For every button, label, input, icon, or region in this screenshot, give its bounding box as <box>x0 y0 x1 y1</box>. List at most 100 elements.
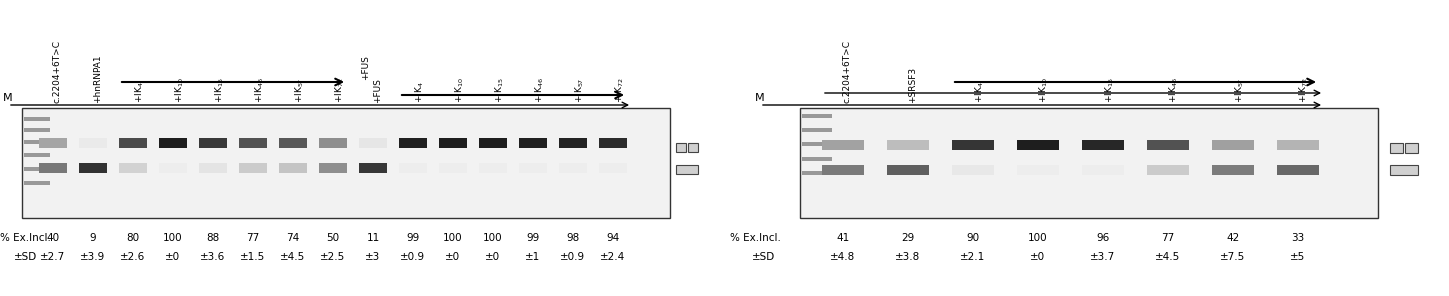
Bar <box>359 163 387 173</box>
Bar <box>559 138 587 148</box>
Bar <box>119 138 146 148</box>
Bar <box>887 140 929 150</box>
Text: 96: 96 <box>1097 233 1110 243</box>
Bar <box>25 128 51 132</box>
Text: +IK$_{72}$: +IK$_{72}$ <box>1298 77 1310 103</box>
Bar <box>398 163 427 173</box>
Bar <box>801 114 832 118</box>
Text: ±2.5: ±2.5 <box>320 252 346 262</box>
Bar <box>688 143 698 152</box>
Text: 99: 99 <box>406 233 420 243</box>
Text: +IK$_{15}$: +IK$_{15}$ <box>213 77 226 103</box>
Text: ±3.7: ±3.7 <box>1091 252 1116 262</box>
Bar <box>519 163 548 173</box>
Bar <box>519 138 548 148</box>
Bar <box>801 171 832 175</box>
Text: 50: 50 <box>326 233 339 243</box>
Text: +IK$_{72}$: +IK$_{72}$ <box>333 77 345 103</box>
Bar <box>25 167 51 171</box>
Bar <box>199 163 227 173</box>
Text: M: M <box>3 93 13 103</box>
Text: 41: 41 <box>836 233 849 243</box>
Bar <box>319 163 346 173</box>
Bar <box>598 138 627 148</box>
Text: ±2.6: ±2.6 <box>120 252 146 262</box>
Bar <box>239 138 267 148</box>
Text: 80: 80 <box>126 233 139 243</box>
Text: 29: 29 <box>901 233 914 243</box>
Bar <box>22 108 669 218</box>
Text: +IK$_{57}$: +IK$_{57}$ <box>1233 78 1246 103</box>
Bar <box>801 142 832 146</box>
Text: +SRSF3: +SRSF3 <box>909 67 917 103</box>
Bar <box>439 138 467 148</box>
Bar <box>559 163 587 173</box>
Text: +IK$_{15}$: +IK$_{15}$ <box>493 77 506 103</box>
Text: 94: 94 <box>606 233 620 243</box>
Text: 100: 100 <box>443 233 462 243</box>
Text: +IK$_{10}$: +IK$_{10}$ <box>454 77 465 103</box>
Text: 77: 77 <box>1162 233 1175 243</box>
Text: 88: 88 <box>206 233 220 243</box>
Bar <box>1017 140 1059 150</box>
Bar <box>1148 140 1190 150</box>
Bar <box>1277 165 1319 175</box>
Bar <box>39 138 67 148</box>
Text: ±SD: ±SD <box>14 252 38 262</box>
Bar <box>480 163 507 173</box>
Bar <box>80 138 107 148</box>
Text: ±3.9: ±3.9 <box>80 252 106 262</box>
Bar <box>1148 165 1190 175</box>
Text: +IK$_{4}$: +IK$_{4}$ <box>133 81 145 103</box>
Text: ±5: ±5 <box>1291 252 1306 262</box>
Text: ±4.5: ±4.5 <box>280 252 306 262</box>
Bar <box>1390 143 1403 153</box>
Text: +IK$_{57}$: +IK$_{57}$ <box>293 78 306 103</box>
Bar <box>159 163 187 173</box>
Text: 100: 100 <box>164 233 183 243</box>
Bar <box>1211 165 1253 175</box>
Bar <box>1406 143 1419 153</box>
Bar <box>952 165 994 175</box>
Text: 99: 99 <box>526 233 539 243</box>
Bar <box>887 165 929 175</box>
Bar <box>1082 140 1124 150</box>
Bar <box>119 163 146 173</box>
Text: +IK$_{46}$: +IK$_{46}$ <box>254 77 265 103</box>
Text: 40: 40 <box>46 233 59 243</box>
Bar <box>822 165 864 175</box>
Text: 42: 42 <box>1226 233 1240 243</box>
Text: M: M <box>755 93 765 103</box>
Bar <box>25 140 51 144</box>
Text: ±2.7: ±2.7 <box>41 252 65 262</box>
Text: ±3.6: ±3.6 <box>200 252 226 262</box>
Text: +IK$_{46}$: +IK$_{46}$ <box>533 77 545 103</box>
Bar <box>159 138 187 148</box>
Text: +FUS: +FUS <box>372 78 383 103</box>
Bar <box>25 117 51 121</box>
Text: 74: 74 <box>287 233 300 243</box>
Text: % Ex.Incl.: % Ex.Incl. <box>0 233 51 243</box>
Bar <box>39 163 67 173</box>
Bar <box>598 163 627 173</box>
Bar <box>199 138 227 148</box>
Text: % Ex.Incl.: % Ex.Incl. <box>730 233 781 243</box>
Bar <box>801 157 832 161</box>
Bar <box>822 140 864 150</box>
Bar <box>677 143 687 152</box>
Bar <box>25 181 51 185</box>
Text: ±2.1: ±2.1 <box>961 252 985 262</box>
Bar <box>398 138 427 148</box>
Bar <box>952 140 994 150</box>
Bar <box>1211 140 1253 150</box>
Text: ±3: ±3 <box>365 252 381 262</box>
Bar <box>1390 165 1419 175</box>
Text: ±0.9: ±0.9 <box>561 252 585 262</box>
Text: ±4.8: ±4.8 <box>830 252 855 262</box>
Text: +IK$_{57}$: +IK$_{57}$ <box>572 78 585 103</box>
Bar <box>239 163 267 173</box>
Text: +FUS: +FUS <box>361 55 369 80</box>
Text: c.2204+6T>C: c.2204+6T>C <box>843 40 852 103</box>
Bar <box>801 128 832 132</box>
Text: ±0: ±0 <box>1030 252 1046 262</box>
